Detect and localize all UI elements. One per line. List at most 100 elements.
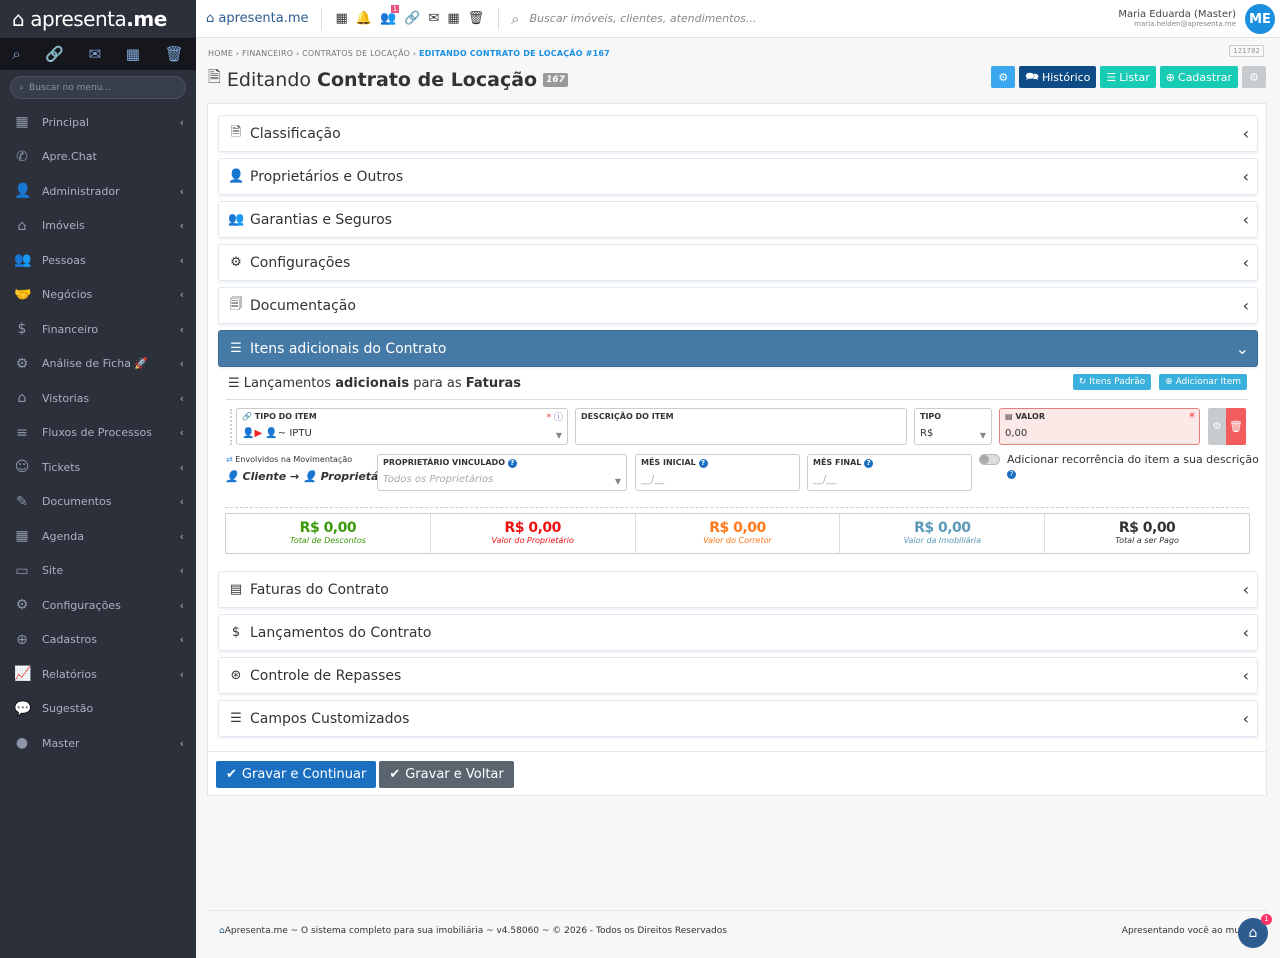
mes-final-input[interactable]: MÊS FINAL ? __/__ (807, 454, 972, 491)
sidebar-item[interactable]: ▭ Site ‹ (0, 554, 196, 589)
section-icon: 🗐 (229, 296, 243, 312)
link-icon[interactable]: 🔗 (45, 45, 64, 63)
accordion-5[interactable]: ☰ Itens adicionais do Contrato ⌄ (218, 330, 1258, 367)
link-icon[interactable]: 🔗 (404, 11, 421, 26)
descricao-item-input[interactable]: DESCRIÇÃO DO ITEM (575, 408, 907, 445)
logo[interactable]: ⌂ apresenta .me (12, 7, 167, 31)
users-icon[interactable]: 👥 1 (380, 5, 400, 26)
sidebar-item[interactable]: ▦ Agenda ‹ (0, 519, 196, 554)
sidebar-item-label: Master (42, 736, 80, 750)
accordion-title: Controle de Repasses (250, 667, 402, 684)
proprietario-vinculado-select[interactable]: PROPRIETÁRIO VINCULADO ? Todos os Proprie… (377, 454, 627, 491)
accordion-0[interactable]: 🗎 Classificação ‹ (218, 115, 1258, 152)
delete-item-button[interactable]: 🗑 (1226, 408, 1246, 445)
options-button[interactable]: ⚙ (1242, 66, 1266, 88)
accordion-bottom-0[interactable]: ▤ Faturas do Contrato ‹ (218, 571, 1258, 608)
menu-icon: ● (15, 735, 29, 752)
sidebar-item[interactable]: 🤝 Negócios ‹ (0, 278, 196, 313)
itens-padrao-button[interactable]: ↻ Itens Padrão (1072, 374, 1152, 390)
listar-button[interactable]: ☰ Listar (1100, 66, 1156, 88)
topbar-logo[interactable]: ⌂ apresenta.me (196, 7, 322, 30)
calendar-icon[interactable]: ▦ (125, 45, 140, 63)
settings-button[interactable]: ⚙ (991, 66, 1016, 88)
chevron-left-icon: ‹ (1242, 709, 1249, 728)
historico-button[interactable]: 🗪 Histórico (1019, 66, 1097, 88)
chevron-left-icon: ‹ (179, 598, 184, 612)
tipo-select[interactable]: TIPO R$ ▼ (914, 408, 992, 445)
help-icon: ? (507, 459, 517, 468)
calendar-icon[interactable]: ▦ (447, 11, 460, 26)
mail-icon[interactable]: ✉ (88, 45, 102, 63)
sidebar-item[interactable]: ● Master ‹ (0, 726, 196, 761)
sidebar-item[interactable]: 💬 Sugestão (0, 692, 196, 727)
valor-input[interactable]: ▤ VALOR * 0,00 (999, 408, 1200, 445)
adicionar-item-button[interactable]: ⊕ Adicionar Item (1159, 374, 1247, 390)
sidebar-item[interactable]: ✎ Documentos ‹ (0, 485, 196, 520)
search-icon[interactable]: ⌕ (12, 45, 21, 63)
global-search-input[interactable]: ⌕ Buscar imóveis, clientes, atendimentos.… (499, 10, 756, 28)
breadcrumb-contratos[interactable]: CONTRATOS DE LOCAÇÃO (302, 49, 411, 58)
sidebar-item[interactable]: ⊕ Cadastros ‹ (0, 623, 196, 658)
descricao-label: DESCRIÇÃO DO ITEM (581, 412, 674, 421)
accordion-bottom-3[interactable]: ☰ Campos Customizados ‹ (218, 700, 1258, 737)
gravar-voltar-button[interactable]: ✔ Gravar e Voltar (379, 761, 514, 788)
menu-icon: ≡ (16, 424, 28, 441)
total-item: R$ 0,00 Valor do Proprietário (431, 514, 636, 553)
trash-icon[interactable]: 🗑 (467, 11, 485, 26)
mail-icon[interactable]: ✉ (428, 11, 440, 26)
sidebar-item[interactable]: ☺ Tickets ‹ (0, 450, 196, 485)
user-info[interactable]: Maria Eduarda (Master) maria.heiden@apres… (1118, 9, 1236, 28)
cadastrar-button[interactable]: ⊕ Cadastrar (1159, 66, 1238, 88)
recorrencia-toggle[interactable] (979, 454, 1000, 465)
sidebar-item[interactable]: 📈 Relatórios ‹ (0, 657, 196, 692)
envolvidos-flow: 👤 Cliente → 👤 Proprietário (225, 470, 396, 483)
logo-text: apresenta (30, 7, 127, 31)
sidebar-item[interactable]: ▦ Principal ‹ (0, 105, 196, 140)
grid-icon[interactable]: ▦ (335, 11, 348, 26)
footer: ⌂Apresenta.me ~ O sistema completo para … (219, 926, 727, 936)
cogs-icon: ⚙ (1249, 70, 1259, 84)
sidebar-item[interactable]: ≡ Fluxos de Processos ‹ (0, 416, 196, 451)
sidebar-item[interactable]: 👤 Administrador ‹ (0, 174, 196, 209)
item-settings-button[interactable]: ⚙ (1208, 408, 1226, 445)
total-item: R$ 0,00 Valor do Corretor (636, 514, 841, 553)
topbar: ⌂ apresenta.me ▦ 🔔 👥 1 🔗 ✉ ▦ 🗑 ⌕ Buscar imóvei… (196, 0, 1280, 38)
gravar-continuar-button[interactable]: ✔ Gravar e Continuar (216, 761, 377, 788)
logo-text-bold: .me (126, 7, 167, 31)
accordion-1[interactable]: 👤 Proprietários e Outros ‹ (218, 158, 1258, 195)
chevron-left-icon: ‹ (179, 219, 184, 233)
breadcrumb-financeiro[interactable]: FINANCEIRO (241, 49, 294, 58)
sidebar-item[interactable]: ⚙ Configurações ‹ (0, 588, 196, 623)
sidebar-item[interactable]: ⚙ Análise de Ficha 🚀 ‹ (0, 347, 196, 382)
total-label: Valor do Proprietário (491, 536, 574, 545)
accordion-2[interactable]: 👥 Garantias e Seguros ‹ (218, 201, 1258, 238)
accordion-3[interactable]: ⚙ Configurações ‹ (218, 244, 1258, 281)
sidebar: ⌂ apresenta .me ⌕ 🔗 ✉ ▦ 🗑 ⌕ Buscar no menu... ▦… (0, 0, 196, 958)
tipo-item-select[interactable]: 🔗 TIPO DO ITEM * ⓘ 👤▶ 👤~ IPTU ▼ (236, 408, 568, 445)
accordion-4[interactable]: 🗐 Documentação ‹ (218, 287, 1258, 324)
sidebar-item-label: Financeiro (42, 322, 99, 336)
sidebar-item[interactable]: ⌂ Imóveis ‹ (0, 209, 196, 244)
sidebar-item[interactable]: ✆ Apre.Chat (0, 140, 196, 175)
chat-button[interactable]: ⌂ 1 (1238, 914, 1272, 948)
sidebar-item[interactable]: ⌂ Vistorias ‹ (0, 381, 196, 416)
total-value: R$ 0,00 (1118, 520, 1176, 536)
sidebar-item[interactable]: 👥 Pessoas ‹ (0, 243, 196, 278)
global-search-placeholder: Buscar imóveis, clientes, atendimentos..… (529, 12, 757, 25)
drag-handle[interactable] (230, 409, 234, 445)
trash-icon[interactable]: 🗑 (164, 45, 184, 63)
avatar[interactable]: ME (1245, 4, 1275, 34)
accordion-bottom-2[interactable]: ⊛ Controle de Repasses ‹ (218, 657, 1258, 694)
accordion-bottom-1[interactable]: $ Lançamentos do Contrato ‹ (218, 614, 1258, 651)
menu-search-input[interactable]: ⌕ Buscar no menu... (10, 76, 186, 99)
bell-icon[interactable]: 🔔 (355, 11, 373, 26)
chevron-left-icon: ‹ (1242, 666, 1249, 685)
page-actions: ⚙ 🗪 Histórico ☰ Listar ⊕ Cadastrar ⚙ (991, 66, 1266, 88)
chat-badge: 1 (1261, 914, 1272, 925)
footer-text: Apresenta.me ~ O sistema completo para s… (224, 926, 727, 936)
breadcrumb-home[interactable]: HOME (208, 49, 234, 58)
owner-icon: 👤 (265, 428, 278, 439)
sidebar-item[interactable]: $ Financeiro ‹ (0, 312, 196, 347)
accordion-title: Documentação (250, 297, 356, 314)
mes-inicial-input[interactable]: MÊS INICIAL ? __/__ (635, 454, 800, 491)
